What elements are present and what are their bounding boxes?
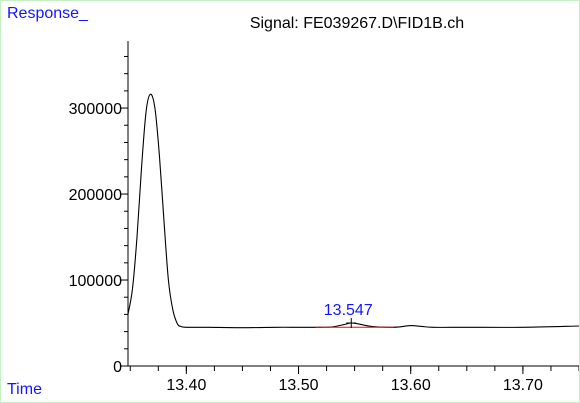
y-tick-label: 0 <box>113 359 122 376</box>
y-axis-label: Response_ <box>7 5 89 22</box>
x-axis-label: Time <box>7 381 42 398</box>
peak-label: 13.547 <box>324 302 373 319</box>
x-tick-label: 13.50 <box>279 377 319 394</box>
plot-marks: 13.547 <box>127 93 579 329</box>
y-tick-label: 300000 <box>69 101 122 118</box>
x-tick-label: 13.70 <box>503 377 543 394</box>
y-tick-label: 100000 <box>69 273 122 290</box>
y-tick-label: 200000 <box>69 187 122 204</box>
axes: 13.40 13.50 13.60 13.70 0 100000 200000 300000 <box>69 41 579 394</box>
signal-trace <box>127 93 579 329</box>
x-tick-label: 13.40 <box>166 377 206 394</box>
x-tick-label: 13.60 <box>391 377 431 394</box>
chart-title: Signal: FE039267.D\FID1B.ch <box>250 15 464 32</box>
